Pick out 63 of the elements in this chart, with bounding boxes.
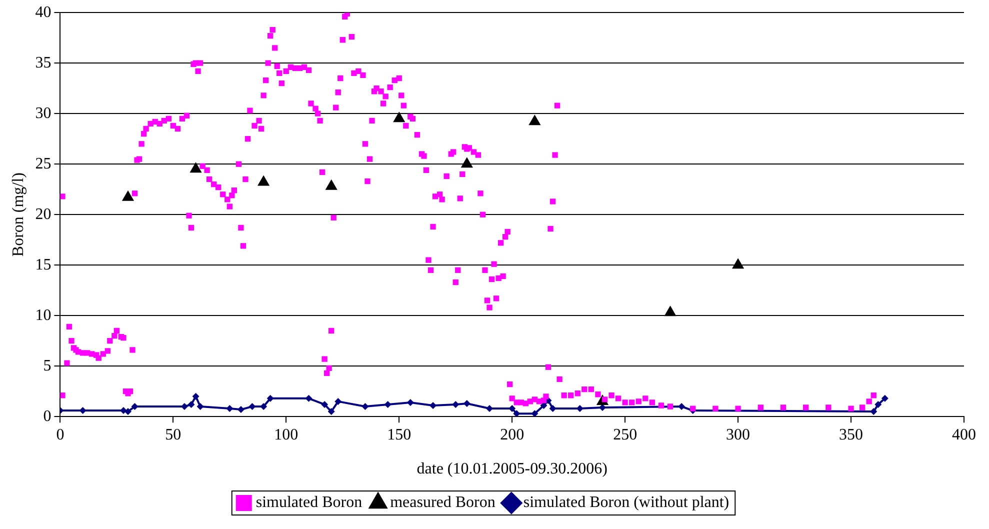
y-tick-label: 30 [35, 104, 52, 122]
point [874, 400, 882, 408]
x-tick-label: 0 [56, 426, 64, 444]
y-tick-label: 15 [35, 256, 52, 274]
y-tick-label: 10 [35, 306, 52, 324]
point [678, 403, 686, 410]
point [549, 405, 556, 412]
point [196, 403, 204, 410]
legend-label: simulated Boron [256, 494, 362, 512]
y-tick-label: 40 [35, 4, 52, 21]
x-tick-label: 200 [500, 426, 524, 444]
x-tick-label: 150 [387, 426, 412, 444]
x-tick-label: 250 [613, 426, 638, 444]
point [664, 306, 676, 316]
point [124, 408, 132, 416]
point [531, 410, 538, 417]
point [732, 258, 744, 269]
point [362, 403, 369, 410]
x-tick-label: 300 [726, 426, 750, 444]
y-axis-title: Boron (mg/l) [10, 172, 27, 257]
point [881, 394, 888, 402]
point [328, 408, 335, 416]
y-tick-label: 0 [43, 408, 52, 425]
point [334, 398, 342, 405]
legend-label: simulated Boron (without plant) [523, 494, 730, 512]
x-tick-label: 350 [839, 426, 864, 444]
point [122, 190, 134, 201]
point [131, 403, 138, 410]
point [257, 175, 270, 186]
point [384, 400, 392, 408]
y-tick-label: 35 [35, 54, 52, 72]
point [237, 406, 244, 414]
y-tick-label: 5 [43, 357, 52, 374]
point [576, 405, 584, 412]
point [870, 408, 878, 416]
point [248, 403, 256, 410]
legend-label: measured Boron [390, 494, 496, 512]
point [226, 405, 234, 412]
point [393, 112, 406, 122]
x-tick-label: 100 [274, 426, 298, 444]
point [598, 404, 606, 412]
point [463, 400, 470, 407]
point [460, 157, 473, 168]
x-tick-label: 400 [952, 426, 976, 444]
point [79, 407, 86, 414]
point [321, 400, 328, 408]
y-tick-label: 20 [35, 206, 52, 223]
point [192, 392, 200, 400]
point [188, 400, 195, 408]
point [305, 394, 312, 402]
point [190, 162, 202, 173]
point [452, 400, 460, 408]
point [430, 402, 437, 409]
point [406, 398, 414, 406]
point [528, 114, 541, 126]
x-tick-label: 50 [165, 426, 182, 444]
point [260, 403, 268, 410]
point [513, 410, 520, 417]
x-axis-title: date (10.01.2005-09.30.2006) [416, 460, 608, 478]
point [508, 405, 516, 412]
point [325, 179, 338, 190]
point [266, 394, 274, 402]
y-tick-label: 25 [35, 155, 52, 172]
